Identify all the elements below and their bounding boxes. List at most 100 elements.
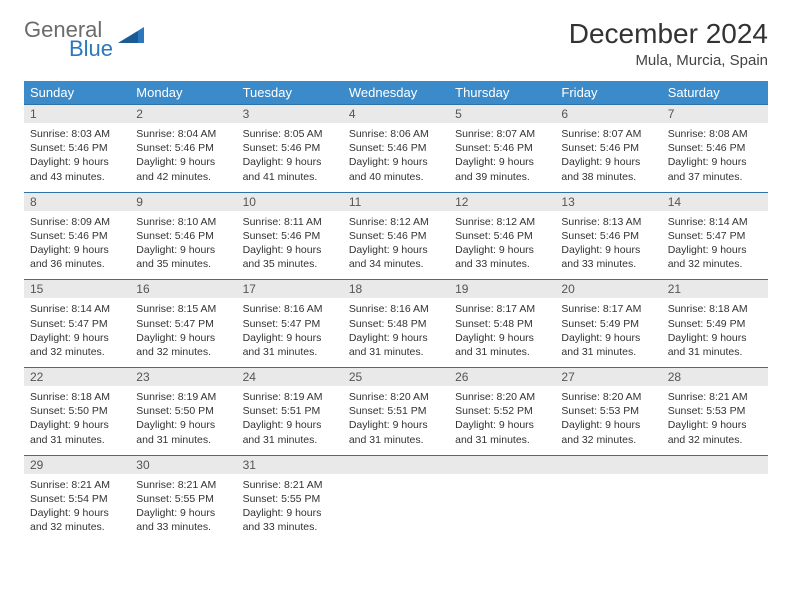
calendar-day-cell: 20Sunrise: 8:17 AMSunset: 5:49 PMDayligh… [555, 280, 661, 368]
day-body: Sunrise: 8:14 AMSunset: 5:47 PMDaylight:… [662, 211, 768, 280]
day-body: Sunrise: 8:19 AMSunset: 5:51 PMDaylight:… [237, 386, 343, 455]
daylight-line: Daylight: 9 hours and 32 minutes. [30, 506, 124, 534]
sunset-line: Sunset: 5:48 PM [349, 317, 443, 331]
sunset-line: Sunset: 5:47 PM [136, 317, 230, 331]
day-number: 24 [237, 368, 343, 386]
calendar-day-cell [555, 455, 661, 542]
day-body: Sunrise: 8:10 AMSunset: 5:46 PMDaylight:… [130, 211, 236, 280]
day-body: Sunrise: 8:12 AMSunset: 5:46 PMDaylight:… [343, 211, 449, 280]
sunset-line: Sunset: 5:50 PM [30, 404, 124, 418]
sunset-line: Sunset: 5:48 PM [455, 317, 549, 331]
sunset-line: Sunset: 5:46 PM [243, 141, 337, 155]
weekday-header: Sunday [24, 81, 130, 105]
day-body: Sunrise: 8:05 AMSunset: 5:46 PMDaylight:… [237, 123, 343, 192]
sunrise-line: Sunrise: 8:05 AM [243, 127, 337, 141]
day-number: 23 [130, 368, 236, 386]
sunset-line: Sunset: 5:46 PM [243, 229, 337, 243]
day-number: 10 [237, 193, 343, 211]
calendar-title-month: December 2024 [569, 18, 768, 50]
sunrise-line: Sunrise: 8:12 AM [455, 215, 549, 229]
day-body: Sunrise: 8:17 AMSunset: 5:49 PMDaylight:… [555, 298, 661, 367]
daylight-line: Daylight: 9 hours and 32 minutes. [30, 331, 124, 359]
daylight-line: Daylight: 9 hours and 33 minutes. [455, 243, 549, 271]
daylight-line: Daylight: 9 hours and 31 minutes. [243, 331, 337, 359]
sunset-line: Sunset: 5:53 PM [668, 404, 762, 418]
day-number: 20 [555, 280, 661, 298]
day-body: Sunrise: 8:07 AMSunset: 5:46 PMDaylight:… [555, 123, 661, 192]
day-number: 6 [555, 105, 661, 123]
day-number: 30 [130, 456, 236, 474]
day-body: Sunrise: 8:21 AMSunset: 5:55 PMDaylight:… [130, 474, 236, 543]
weekday-header-row: Sunday Monday Tuesday Wednesday Thursday… [24, 81, 768, 105]
calendar-day-cell: 26Sunrise: 8:20 AMSunset: 5:52 PMDayligh… [449, 368, 555, 456]
day-number: 9 [130, 193, 236, 211]
sunrise-line: Sunrise: 8:12 AM [349, 215, 443, 229]
day-number: 19 [449, 280, 555, 298]
day-number: 4 [343, 105, 449, 123]
sunrise-line: Sunrise: 8:18 AM [30, 390, 124, 404]
day-number [343, 456, 449, 474]
daylight-line: Daylight: 9 hours and 37 minutes. [668, 155, 762, 183]
sunset-line: Sunset: 5:55 PM [243, 492, 337, 506]
day-number: 5 [449, 105, 555, 123]
sunrise-line: Sunrise: 8:07 AM [455, 127, 549, 141]
day-number: 3 [237, 105, 343, 123]
calendar-day-cell: 31Sunrise: 8:21 AMSunset: 5:55 PMDayligh… [237, 455, 343, 542]
sunset-line: Sunset: 5:46 PM [455, 141, 549, 155]
day-body: Sunrise: 8:16 AMSunset: 5:47 PMDaylight:… [237, 298, 343, 367]
sunset-line: Sunset: 5:46 PM [561, 229, 655, 243]
day-number: 13 [555, 193, 661, 211]
calendar-day-cell [449, 455, 555, 542]
weekday-header: Wednesday [343, 81, 449, 105]
calendar-day-cell: 17Sunrise: 8:16 AMSunset: 5:47 PMDayligh… [237, 280, 343, 368]
daylight-line: Daylight: 9 hours and 42 minutes. [136, 155, 230, 183]
calendar-day-cell: 8Sunrise: 8:09 AMSunset: 5:46 PMDaylight… [24, 192, 130, 280]
sunset-line: Sunset: 5:51 PM [243, 404, 337, 418]
day-body: Sunrise: 8:08 AMSunset: 5:46 PMDaylight:… [662, 123, 768, 192]
calendar-week-row: 29Sunrise: 8:21 AMSunset: 5:54 PMDayligh… [24, 455, 768, 542]
day-number: 28 [662, 368, 768, 386]
daylight-line: Daylight: 9 hours and 33 minutes. [136, 506, 230, 534]
sunrise-line: Sunrise: 8:21 AM [668, 390, 762, 404]
sunrise-line: Sunrise: 8:09 AM [30, 215, 124, 229]
sunrise-line: Sunrise: 8:21 AM [243, 478, 337, 492]
calendar-week-row: 1Sunrise: 8:03 AMSunset: 5:46 PMDaylight… [24, 105, 768, 193]
sunrise-line: Sunrise: 8:21 AM [30, 478, 124, 492]
sunset-line: Sunset: 5:55 PM [136, 492, 230, 506]
daylight-line: Daylight: 9 hours and 39 minutes. [455, 155, 549, 183]
sunset-line: Sunset: 5:46 PM [668, 141, 762, 155]
calendar-day-cell: 21Sunrise: 8:18 AMSunset: 5:49 PMDayligh… [662, 280, 768, 368]
day-number: 7 [662, 105, 768, 123]
sunset-line: Sunset: 5:47 PM [30, 317, 124, 331]
calendar-day-cell: 7Sunrise: 8:08 AMSunset: 5:46 PMDaylight… [662, 105, 768, 193]
sunrise-line: Sunrise: 8:13 AM [561, 215, 655, 229]
sunrise-line: Sunrise: 8:21 AM [136, 478, 230, 492]
sunrise-line: Sunrise: 8:18 AM [668, 302, 762, 316]
calendar-day-cell: 23Sunrise: 8:19 AMSunset: 5:50 PMDayligh… [130, 368, 236, 456]
sunrise-line: Sunrise: 8:08 AM [668, 127, 762, 141]
day-number [449, 456, 555, 474]
calendar-day-cell: 19Sunrise: 8:17 AMSunset: 5:48 PMDayligh… [449, 280, 555, 368]
day-body: Sunrise: 8:07 AMSunset: 5:46 PMDaylight:… [449, 123, 555, 192]
daylight-line: Daylight: 9 hours and 32 minutes. [668, 418, 762, 446]
sunrise-line: Sunrise: 8:16 AM [243, 302, 337, 316]
calendar-day-cell: 5Sunrise: 8:07 AMSunset: 5:46 PMDaylight… [449, 105, 555, 193]
daylight-line: Daylight: 9 hours and 31 minutes. [349, 418, 443, 446]
daylight-line: Daylight: 9 hours and 33 minutes. [243, 506, 337, 534]
day-number [555, 456, 661, 474]
day-body: Sunrise: 8:09 AMSunset: 5:46 PMDaylight:… [24, 211, 130, 280]
sunset-line: Sunset: 5:50 PM [136, 404, 230, 418]
sunrise-line: Sunrise: 8:20 AM [349, 390, 443, 404]
day-body: Sunrise: 8:16 AMSunset: 5:48 PMDaylight:… [343, 298, 449, 367]
daylight-line: Daylight: 9 hours and 34 minutes. [349, 243, 443, 271]
sunset-line: Sunset: 5:46 PM [30, 141, 124, 155]
sunrise-line: Sunrise: 8:04 AM [136, 127, 230, 141]
day-body [662, 474, 768, 542]
sunrise-line: Sunrise: 8:19 AM [136, 390, 230, 404]
sunrise-line: Sunrise: 8:20 AM [561, 390, 655, 404]
sunset-line: Sunset: 5:49 PM [668, 317, 762, 331]
day-body: Sunrise: 8:20 AMSunset: 5:53 PMDaylight:… [555, 386, 661, 455]
calendar-day-cell [343, 455, 449, 542]
day-number: 29 [24, 456, 130, 474]
calendar-title-location: Mula, Murcia, Spain [569, 52, 768, 69]
